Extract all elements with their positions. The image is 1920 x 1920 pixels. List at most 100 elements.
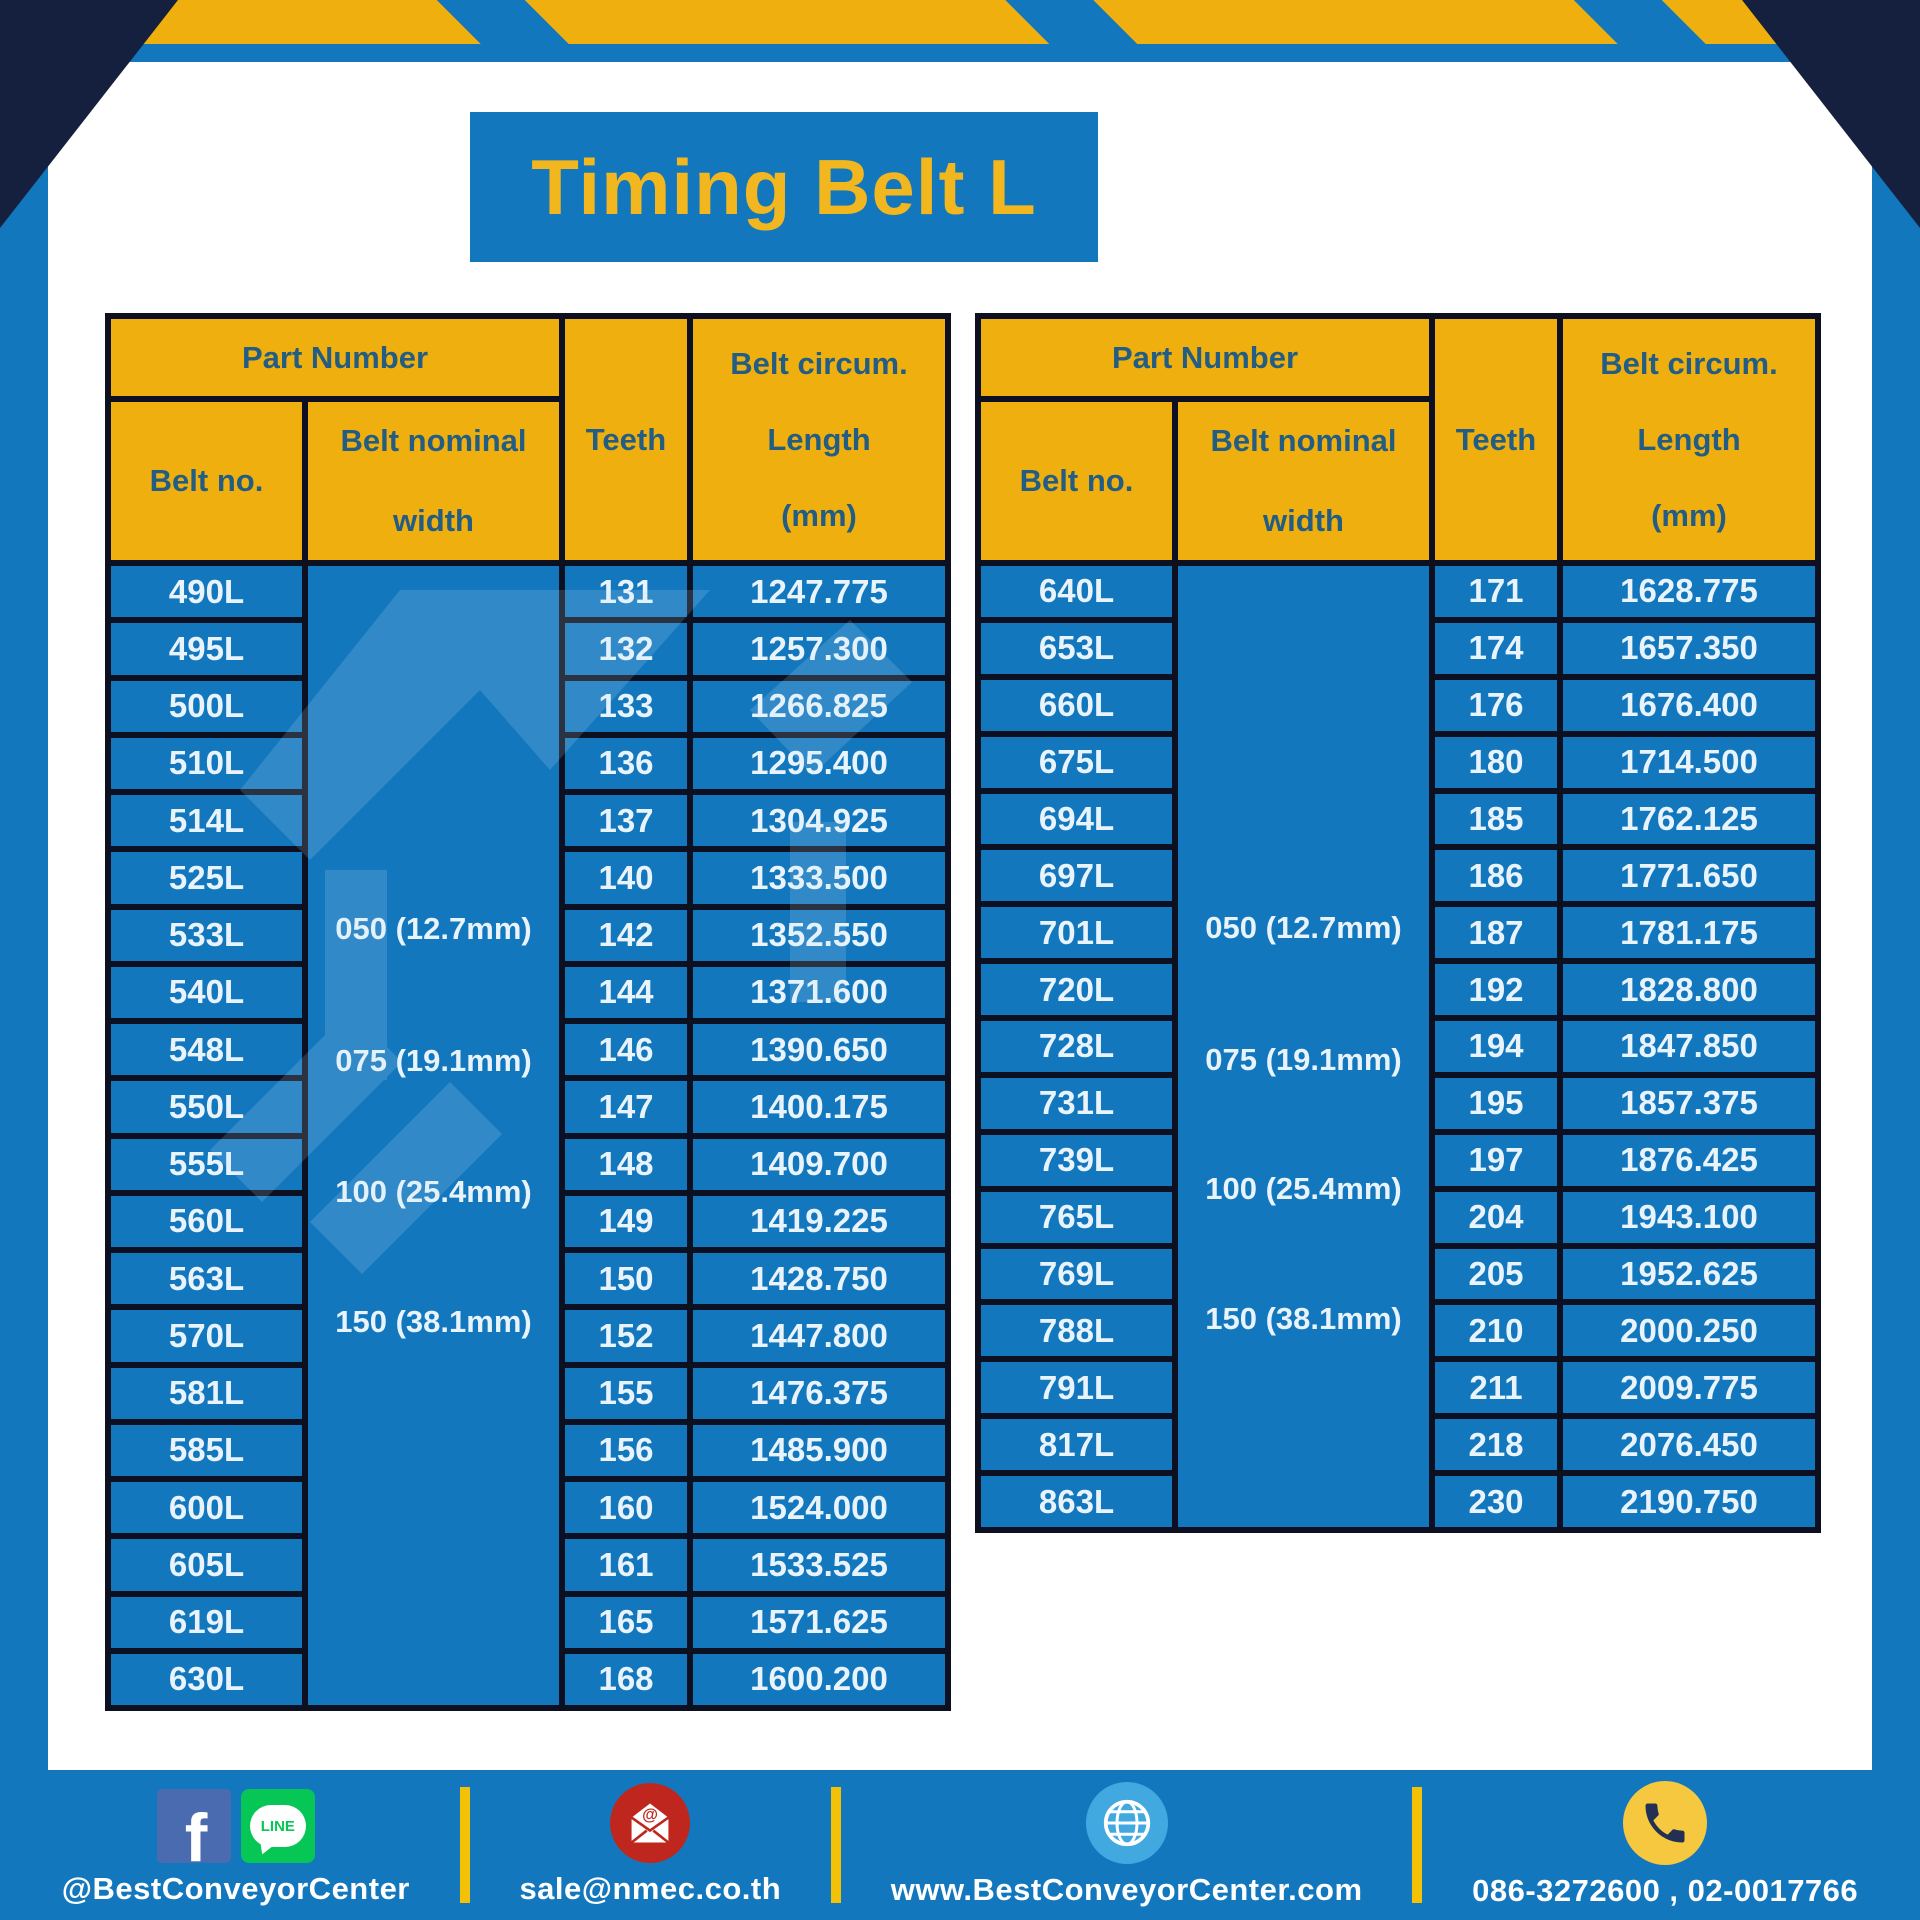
length-cell: 1476.375: [690, 1364, 948, 1422]
belt-no-cell: 500L: [108, 677, 305, 735]
length-cell: 1390.650: [690, 1021, 948, 1079]
footer-website-group: www.BestConveyorCenter.com: [891, 1782, 1363, 1908]
header-belt-circum-length: Belt circum. Length (mm): [1560, 316, 1818, 563]
length-cell: 1533.525: [690, 1536, 948, 1594]
belt-no-cell: 728L: [978, 1018, 1175, 1075]
belt-no-cell: 701L: [978, 904, 1175, 962]
header-circ-line3: (mm): [781, 497, 857, 533]
width-option: 100 (25.4mm): [1205, 1170, 1402, 1206]
belt-no-cell: 540L: [108, 963, 305, 1021]
belt-no-cell: 548L: [108, 1021, 305, 1079]
phone-numbers-label: 086-3272600 , 02-0017766: [1472, 1873, 1859, 1908]
phone-icon: [1623, 1781, 1708, 1865]
header-circ-line1: Belt circum.: [730, 345, 908, 381]
teeth-cell: 148: [562, 1135, 690, 1193]
belt-width-merged-cell: 050 (12.7mm) 075 (19.1mm) 100 (25.4mm) 1…: [1175, 563, 1432, 1530]
header-circ-line2: Length: [1637, 421, 1741, 457]
belt-no-cell: 697L: [978, 847, 1175, 905]
facebook-icon: f: [156, 1789, 231, 1863]
length-cell: 1857.375: [1560, 1074, 1818, 1132]
teeth-cell: 156: [562, 1421, 690, 1479]
length-cell: 1266.825: [690, 677, 948, 735]
spec-table-right: Part Number Belt no. Belt nominal width …: [975, 313, 1821, 1533]
teeth-cell: 210: [1432, 1302, 1560, 1360]
email-label: sale@nmec.co.th: [519, 1871, 782, 1906]
length-cell: 1400.175: [690, 1078, 948, 1136]
teeth-cell: 132: [562, 620, 690, 678]
footer-email-group: @ sale@nmec.co.th: [519, 1783, 781, 1907]
teeth-cell: 211: [1432, 1359, 1560, 1417]
width-option: 075 (19.1mm): [335, 1043, 532, 1079]
belt-no-cell: 630L: [108, 1650, 305, 1708]
belt-no-cell: 495L: [108, 620, 305, 678]
belt-no-cell: 510L: [108, 734, 305, 792]
length-cell: 1847.850: [1560, 1018, 1818, 1075]
email-icon: @: [610, 1783, 691, 1863]
belt-no-cell: 660L: [978, 676, 1175, 734]
teeth-cell: 192: [1432, 961, 1560, 1019]
teeth-cell: 133: [562, 677, 690, 735]
belt-no-cell: 817L: [978, 1416, 1175, 1474]
length-cell: 1571.625: [690, 1593, 948, 1651]
header-belt-nominal-line1: Belt nominal: [1210, 423, 1397, 458]
belt-no-cell: 739L: [978, 1131, 1175, 1189]
footer-divider: [1412, 1787, 1423, 1903]
length-cell: 1628.775: [1560, 563, 1818, 620]
header-belt-nominal-line2: width: [1263, 503, 1344, 538]
belt-no-cell: 605L: [108, 1536, 305, 1594]
website-label: www.BestConveyorCenter.com: [890, 1872, 1363, 1907]
length-cell: 2000.250: [1560, 1302, 1818, 1360]
facebook-letter: f: [184, 1800, 208, 1863]
belt-no-cell: 769L: [978, 1245, 1175, 1303]
teeth-cell: 149: [562, 1192, 690, 1250]
header-belt-no: Belt no.: [978, 399, 1175, 563]
footer-social-icons: f LINE: [156, 1783, 315, 1863]
length-cell: 1333.500: [690, 849, 948, 907]
length-cell: 1352.550: [690, 906, 948, 964]
belt-no-cell: 570L: [108, 1307, 305, 1365]
length-cell: 1485.900: [690, 1421, 948, 1479]
globe-icon: [1085, 1782, 1168, 1864]
belt-no-cell: 765L: [978, 1188, 1175, 1246]
teeth-cell: 136: [562, 734, 690, 792]
svg-text:@: @: [642, 1806, 658, 1824]
footer-phone-group: 086-3272600 , 02-0017766: [1472, 1781, 1858, 1909]
line-badge-text: LINE: [260, 1817, 295, 1835]
footer-divider: [830, 1787, 841, 1903]
header-circ-line2: Length: [767, 421, 871, 457]
teeth-cell: 168: [562, 1650, 690, 1708]
belt-no-cell: 581L: [108, 1364, 305, 1422]
header-part-number: Part Number: [978, 316, 1432, 399]
belt-no-cell: 675L: [978, 733, 1175, 791]
teeth-cell: 144: [562, 963, 690, 1021]
length-cell: 2190.750: [1560, 1473, 1818, 1530]
spec-table-left: Part Number Belt no. Belt nominal width …: [105, 313, 951, 1711]
length-cell: 1600.200: [690, 1650, 948, 1708]
length-cell: 1714.500: [1560, 733, 1818, 791]
teeth-cell: 186: [1432, 847, 1560, 905]
belt-no-cell: 600L: [108, 1479, 305, 1537]
footer-divider: [459, 1787, 470, 1903]
teeth-cell: 155: [562, 1364, 690, 1422]
teeth-cell: 187: [1432, 904, 1560, 962]
teeth-cell: 230: [1432, 1473, 1560, 1530]
belt-no-cell: 720L: [978, 961, 1175, 1019]
length-cell: 1828.800: [1560, 961, 1818, 1019]
belt-no-cell: 791L: [978, 1359, 1175, 1417]
length-cell: 1657.350: [1560, 619, 1818, 677]
page-title: Timing Belt L: [531, 142, 1037, 231]
teeth-cell: 137: [562, 792, 690, 850]
social-handle-label: @BestConveyorCenter: [61, 1871, 410, 1906]
belt-no-cell: 731L: [978, 1074, 1175, 1132]
teeth-cell: 176: [1432, 676, 1560, 734]
header-belt-circum-length: Belt circum. Length (mm): [690, 316, 948, 563]
teeth-cell: 150: [562, 1250, 690, 1308]
length-cell: 1295.400: [690, 734, 948, 792]
header-belt-nominal-width: Belt nominal width: [305, 399, 562, 563]
length-cell: 1419.225: [690, 1192, 948, 1250]
belt-no-cell: 585L: [108, 1421, 305, 1479]
length-cell: 1304.925: [690, 792, 948, 850]
length-cell: 1762.125: [1560, 790, 1818, 848]
belt-no-cell: 550L: [108, 1078, 305, 1136]
